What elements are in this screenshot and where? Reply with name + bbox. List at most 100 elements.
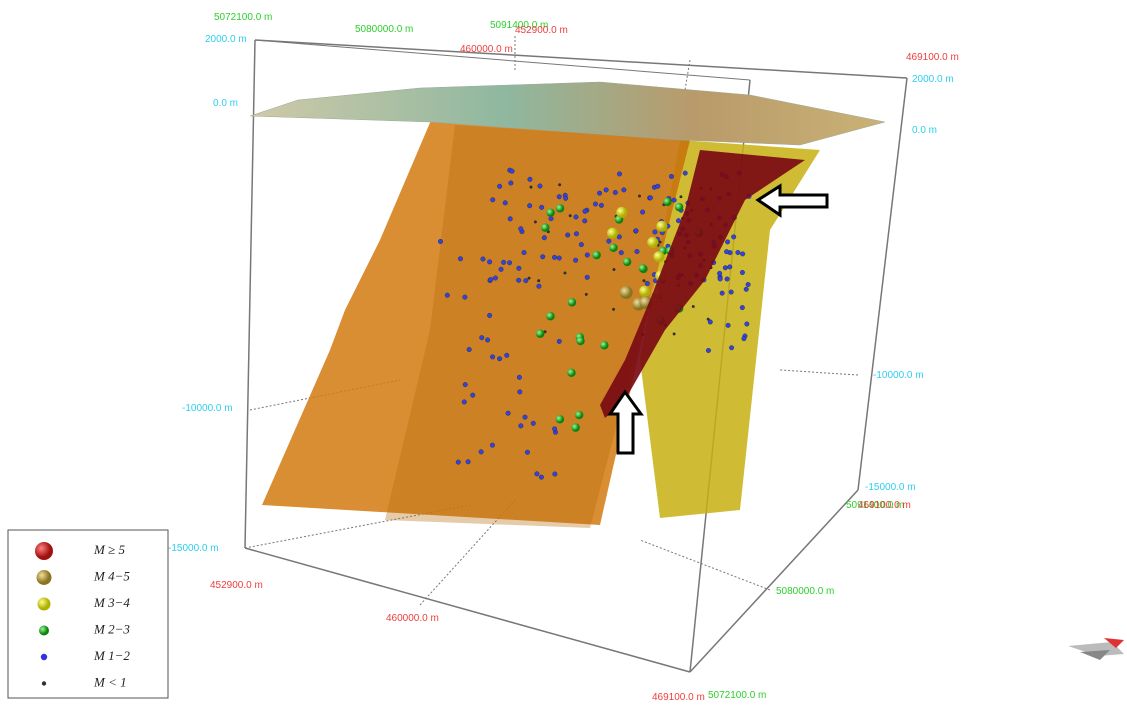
point — [497, 356, 503, 362]
orange-inner-plane — [385, 125, 690, 528]
point — [558, 183, 562, 187]
point — [530, 420, 536, 426]
axis-label: 0.0 m — [912, 125, 937, 136]
point — [534, 471, 540, 477]
point — [485, 337, 491, 343]
point — [573, 214, 579, 220]
point — [676, 218, 682, 224]
point — [655, 183, 661, 189]
point — [525, 449, 530, 455]
axis-label: 2000.0 m — [205, 34, 247, 45]
point — [470, 392, 476, 398]
point — [541, 235, 547, 241]
red-fault-surface — [600, 150, 805, 418]
axis-label: 5080000.0 m — [355, 24, 413, 35]
point — [540, 254, 546, 260]
point — [729, 345, 735, 351]
point — [725, 322, 731, 328]
legend-swatch — [35, 542, 53, 560]
point — [603, 187, 609, 193]
point — [536, 283, 542, 289]
point — [728, 289, 734, 295]
legend-label: M ≥ 5 — [93, 542, 125, 557]
point — [653, 251, 665, 263]
legend-items: M ≥ 5 M 4−5 M 3−4 M 2−3 M 1−2 M < 1 — [35, 542, 130, 689]
point — [717, 270, 723, 276]
point — [672, 332, 676, 336]
point — [679, 195, 683, 199]
point — [565, 232, 571, 238]
axis-label: 5080000.0 m — [776, 586, 834, 597]
point — [489, 442, 495, 448]
point — [516, 265, 522, 271]
point — [573, 257, 579, 263]
point — [455, 459, 461, 465]
point — [574, 410, 584, 420]
point — [616, 206, 628, 218]
axis-label: -10000.0 m — [873, 370, 924, 381]
legend-box — [7, 529, 169, 699]
point — [663, 197, 672, 207]
point — [541, 223, 550, 232]
point — [504, 352, 510, 358]
point — [582, 218, 588, 224]
point — [606, 238, 612, 244]
point — [719, 290, 725, 296]
point — [523, 278, 529, 284]
point — [490, 354, 496, 360]
point — [706, 317, 710, 321]
point — [674, 202, 684, 212]
point — [592, 250, 601, 260]
orientation-icon — [1068, 638, 1124, 660]
point — [546, 312, 555, 321]
point — [706, 348, 711, 353]
point — [568, 214, 572, 218]
point — [658, 240, 662, 244]
point — [490, 197, 496, 203]
point — [744, 321, 750, 327]
point — [505, 410, 511, 416]
point — [539, 204, 545, 210]
point — [555, 415, 565, 424]
point — [556, 255, 562, 261]
point — [563, 195, 569, 201]
point — [639, 285, 651, 297]
point — [462, 294, 468, 300]
axis-label: 452900.0 m — [515, 25, 568, 36]
point — [516, 374, 522, 380]
arrow-left — [755, 183, 829, 218]
point — [487, 313, 493, 318]
point — [533, 220, 537, 224]
point — [458, 256, 463, 262]
point — [498, 266, 504, 272]
point — [466, 347, 472, 352]
legend-swatch — [36, 570, 52, 585]
arrow-up — [607, 389, 644, 455]
point — [548, 216, 554, 222]
point — [638, 194, 641, 198]
point — [644, 281, 650, 286]
axis-label: -15000.0 m — [168, 543, 219, 554]
axis-label: 460000.0 m — [386, 613, 439, 624]
point — [743, 286, 749, 292]
point — [731, 234, 737, 240]
point — [745, 282, 751, 287]
point — [552, 426, 558, 432]
point — [518, 226, 524, 232]
point — [462, 382, 468, 388]
point — [509, 168, 515, 174]
legend-label: M 2−3 — [93, 621, 130, 636]
point — [517, 389, 523, 395]
point — [527, 176, 533, 182]
legend: M ≥ 5 M 4−5 M 3−4 M 2−3 M 1−2 M < 1 — [7, 529, 169, 699]
point — [722, 265, 728, 271]
axis-label: 5091400.0 m — [490, 20, 548, 31]
legend-swatch — [41, 681, 47, 686]
axis-label: 452900.0 m — [210, 580, 263, 591]
point — [741, 336, 747, 342]
point — [555, 204, 565, 213]
point — [633, 228, 639, 234]
axis-label: 469100.0 m — [906, 52, 959, 63]
point — [634, 249, 640, 254]
axis-labels: 5072100.0 m 2000.0 m 5080000.0 m 5091400.0 … — [168, 12, 959, 703]
